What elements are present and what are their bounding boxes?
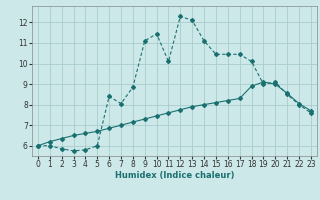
X-axis label: Humidex (Indice chaleur): Humidex (Indice chaleur) xyxy=(115,171,234,180)
